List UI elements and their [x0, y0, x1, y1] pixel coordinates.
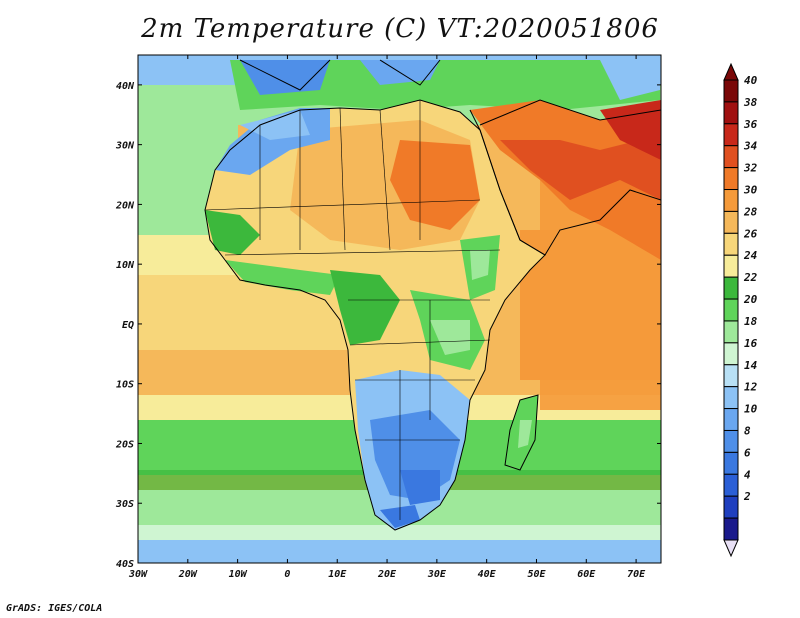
lon-tick-label: 10W — [229, 569, 248, 580]
lon-tick-label: 70E — [627, 569, 646, 580]
longitude-axis: 30W 20W 10W 0 10E 20E 30E 40E 50E 60E 70E — [128, 55, 646, 580]
footer-credit: GrADS: IGES/COLA — [6, 603, 103, 614]
lat-tick-label: EQ — [122, 320, 134, 331]
colorbar-label: 40 — [744, 74, 758, 87]
colorbar-segment — [723, 101, 739, 125]
lon-tick-label: 20W — [178, 569, 198, 580]
colorbar-label: 30 — [743, 184, 758, 197]
lon-tick-label: 30W — [128, 569, 148, 580]
colorbar-label: 18 — [744, 315, 758, 328]
colorbar-segment — [723, 189, 739, 212]
colorbar-label: 20 — [743, 293, 758, 306]
colorbar-segment — [723, 451, 739, 475]
lon-tick-label: 40E — [478, 569, 497, 580]
colorbar-label: 8 — [744, 424, 751, 437]
colorbar-bottom-arrow — [723, 539, 739, 558]
lon-tick-label: 50E — [527, 569, 546, 580]
colorbar-segment — [723, 276, 739, 300]
lat-tick-label: 10S — [116, 380, 134, 391]
colorbar-segment — [723, 320, 739, 344]
colorbar-segment — [723, 210, 739, 234]
colorbar-label: 2 — [743, 490, 751, 503]
colorbar-segment — [723, 167, 739, 191]
lon-tick-label: 20E — [377, 569, 397, 580]
colorbar-label: 6 — [744, 446, 751, 459]
latitude-axis: 40N 30N 20N 10N EQ 10S 20S 30S 40S — [115, 81, 661, 570]
coastlines — [204, 59, 661, 531]
colorbar-segment — [723, 254, 739, 278]
temperature-field — [138, 55, 661, 563]
colorbar: 40 38 36 34 32 30 28 26 24 22 20 18 16 14 12 10 8 6 4 2 — [723, 62, 758, 558]
colorbar-label: 10 — [744, 403, 758, 416]
chart-title: 2m Temperature (C) VT:2020051806 — [141, 14, 659, 44]
colorbar-label: 4 — [744, 468, 751, 481]
colorbar-label: 24 — [743, 249, 758, 262]
colorbar-label: 28 — [743, 205, 758, 218]
colorbar-segment — [723, 364, 739, 388]
lon-tick-label: 10E — [328, 569, 347, 580]
colorbar-label: 14 — [744, 359, 758, 372]
lat-tick-label: 40S — [116, 559, 134, 570]
colorbar-label: 34 — [743, 140, 758, 153]
colorbar-segment — [723, 123, 739, 147]
colorbar-segment — [723, 298, 739, 322]
colorbar-label: 38 — [743, 96, 758, 109]
lat-tick-label: 10N — [116, 260, 135, 271]
colorbar-label: 16 — [744, 337, 758, 350]
colorbar-label: 36 — [743, 118, 758, 131]
colorbar-label: 22 — [743, 271, 758, 284]
colorbar-segment — [723, 517, 739, 541]
lat-tick-label: 20N — [115, 200, 135, 211]
lon-tick-label: 60E — [577, 569, 596, 580]
lat-tick-label: 20S — [115, 439, 134, 450]
colorbar-segment — [723, 145, 739, 169]
colorbar-segment — [723, 408, 739, 431]
colorbar-segment — [723, 232, 739, 256]
colorbar-segment — [723, 386, 739, 410]
colorbar-segment — [723, 429, 739, 453]
country-borders — [204, 100, 501, 520]
lon-tick-label: 0 — [284, 569, 290, 580]
colorbar-segment — [723, 473, 739, 497]
lat-tick-label: 40N — [116, 81, 135, 92]
lat-tick-label: 30S — [115, 499, 134, 510]
colorbar-segment — [723, 79, 739, 103]
colorbar-label: 32 — [743, 162, 758, 175]
colorbar-label: 12 — [744, 381, 758, 394]
colorbar-label: 26 — [743, 227, 758, 240]
colorbar-segment — [723, 342, 739, 366]
plot-frame — [137, 54, 662, 564]
lat-tick-label: 30N — [115, 141, 135, 152]
colorbar-segment — [723, 495, 739, 519]
lon-tick-label: 30E — [427, 569, 447, 580]
colorbar-top-arrow — [723, 62, 739, 81]
